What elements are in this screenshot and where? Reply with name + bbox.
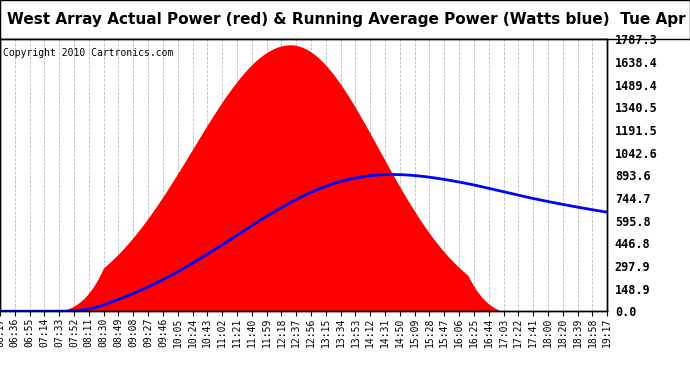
Text: West Array Actual Power (red) & Running Average Power (Watts blue)  Tue Apr 27  : West Array Actual Power (red) & Running … — [7, 12, 690, 27]
Text: Copyright 2010 Cartronics.com: Copyright 2010 Cartronics.com — [3, 48, 173, 57]
